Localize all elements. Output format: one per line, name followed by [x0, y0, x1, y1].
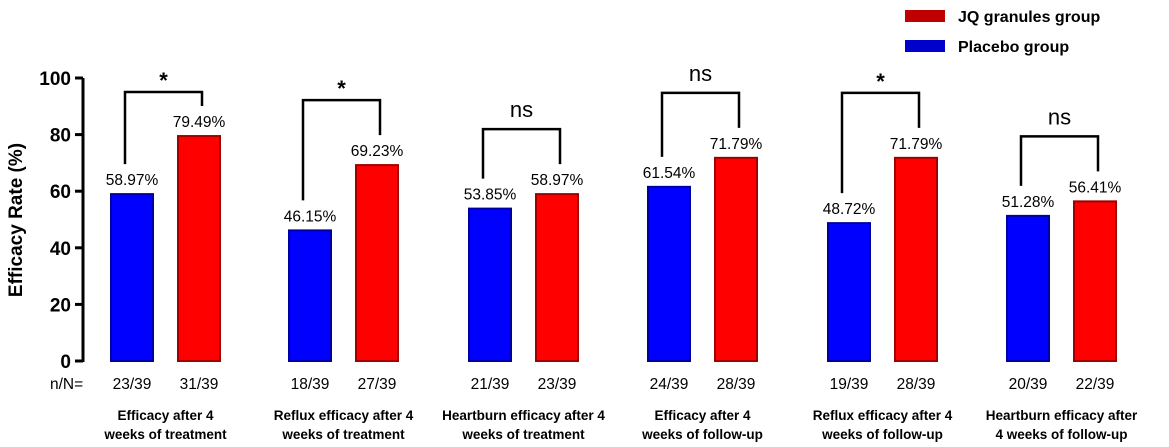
- significance-bracket: [1019, 135, 1100, 186]
- nn-label: 31/39: [180, 376, 219, 393]
- value-label: 71.79%: [710, 136, 763, 153]
- y-axis-title: Efficacy Rate (%): [6, 143, 27, 297]
- labels: 58.97% 23/39 79.49% 31/39 * Efficacy after 4 w…: [103, 61, 1138, 442]
- nn-label: 20/39: [1009, 376, 1048, 393]
- value-label: 58.97%: [106, 172, 159, 189]
- nn-label: 27/39: [358, 376, 397, 393]
- significance-label: ns: [689, 61, 712, 86]
- category-label: weeks of follow-up: [821, 427, 943, 442]
- value-label: 53.85%: [464, 187, 517, 204]
- significance-bracket: [123, 90, 204, 165]
- significance-label: ns: [1048, 104, 1071, 129]
- value-label: 71.79%: [890, 136, 943, 153]
- y-tick-label: 40: [50, 239, 71, 260]
- nn-label: 21/39: [471, 376, 510, 393]
- legend-swatch: [905, 40, 945, 52]
- category-label: weeks of follow-up: [641, 427, 763, 442]
- legend-swatch: [905, 10, 945, 22]
- bar-jq-1: [355, 164, 399, 362]
- category-label: Heartburn efficacy after: [986, 408, 1138, 423]
- y-axis: 0 20 40 60 80 100: [39, 69, 85, 373]
- y-tick-label: 100: [39, 69, 71, 90]
- value-label: 69.23%: [351, 143, 404, 160]
- value-label: 58.97%: [531, 172, 584, 189]
- bar-placebo-2: [468, 207, 512, 362]
- y-tick-label: 80: [50, 126, 71, 147]
- significance-bracket: [660, 91, 741, 157]
- legend-label: Placebo group: [958, 39, 1069, 56]
- value-label: 61.54%: [643, 165, 696, 182]
- category-label: Efficacy after 4: [654, 408, 751, 423]
- bar-jq-2: [535, 193, 579, 362]
- bars: [110, 90, 1117, 362]
- nn-label: 18/39: [291, 376, 330, 393]
- significance-label: *: [159, 68, 168, 93]
- nn-prefix: n/N=: [50, 376, 83, 393]
- nn-label: 22/39: [1076, 376, 1115, 393]
- category-label: Heartburn efficacy after 4: [442, 408, 605, 423]
- nn-label: 19/39: [830, 376, 869, 393]
- category-label: weeks of treatment: [103, 427, 227, 442]
- value-label: 79.49%: [173, 114, 226, 131]
- nn-label: 28/39: [897, 376, 936, 393]
- legend-label: JQ granules group: [958, 9, 1100, 26]
- legend: JQ granules group Placebo group: [905, 9, 1100, 56]
- value-label: 48.72%: [823, 201, 876, 218]
- bar-jq-4: [894, 156, 938, 362]
- category-label: Efficacy after 4: [117, 408, 214, 423]
- y-tick-label: 60: [50, 182, 71, 203]
- bar-jq-0: [177, 135, 221, 362]
- bar-placebo-5: [1006, 214, 1050, 362]
- category-label: Reflux efficacy after 4: [274, 408, 414, 423]
- bar-placebo-3: [647, 185, 691, 362]
- significance-bracket: [301, 98, 382, 201]
- nn-label: 28/39: [717, 376, 756, 393]
- category-label: weeks of treatment: [461, 427, 585, 442]
- value-label: 51.28%: [1002, 194, 1055, 211]
- category-label: 4 weeks of follow-up: [995, 427, 1127, 442]
- significance-label: *: [876, 69, 885, 94]
- bar-placebo-4: [827, 222, 871, 362]
- significance-label: *: [337, 76, 346, 101]
- value-label: 46.15%: [284, 208, 337, 225]
- y-tick-label: 20: [50, 295, 71, 316]
- category-label: Reflux efficacy after 4: [813, 408, 953, 423]
- bar-jq-3: [714, 156, 758, 362]
- value-label: 56.41%: [1069, 179, 1122, 196]
- category-label: weeks of treatment: [281, 427, 405, 442]
- significance-label: ns: [510, 97, 533, 122]
- nn-label: 23/39: [113, 376, 152, 393]
- bar-placebo-1: [288, 229, 332, 362]
- nn-label: 24/39: [650, 376, 689, 393]
- y-tick-label: 0: [60, 352, 71, 373]
- bar-jq-5: [1073, 200, 1117, 362]
- nn-label: 23/39: [538, 376, 577, 393]
- significance-bracket: [840, 91, 921, 194]
- significance-bracket: [481, 127, 562, 179]
- bar-placebo-0: [110, 193, 154, 362]
